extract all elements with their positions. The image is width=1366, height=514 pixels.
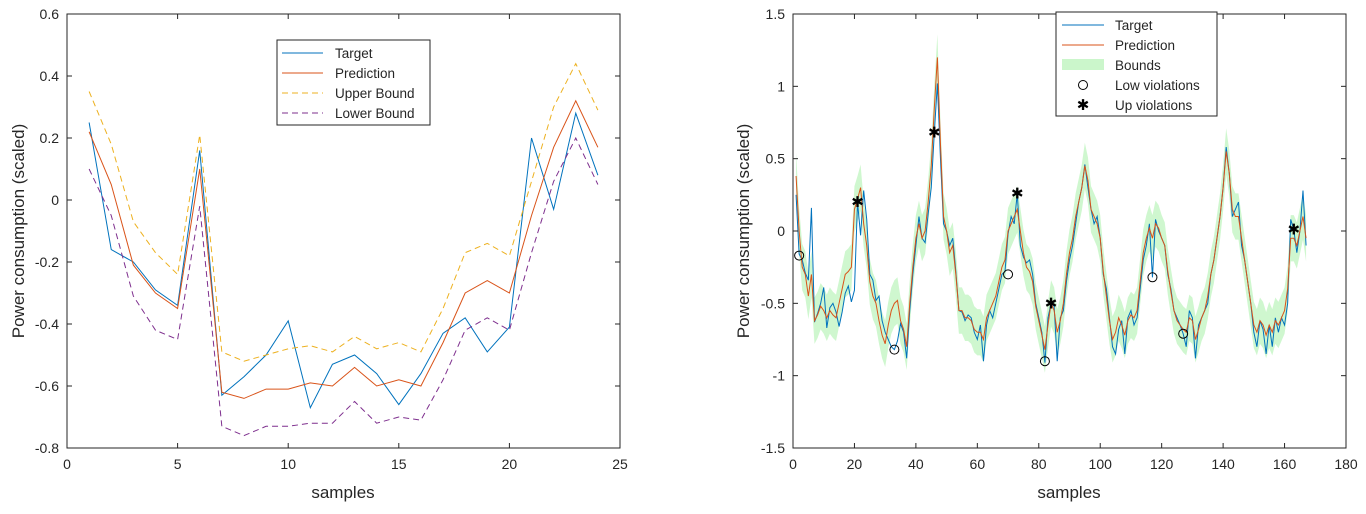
left-ytick-label: -0.2 [35, 254, 59, 270]
right-legend-target-label: Target [1115, 18, 1153, 33]
right-xtick-label: 60 [970, 456, 986, 472]
right-ytick-label: -0.5 [761, 295, 785, 311]
left-series-prediction [88, 99, 599, 399]
right-legend-up-violations-label: Up violations [1115, 98, 1193, 113]
low-violation-marker [794, 250, 805, 261]
right-legend-bounds-label: Bounds [1115, 58, 1161, 73]
left-ticks: 0 5 10 15 20 25 -0.8 -0.6 -0.4 -0.2 0 0.2 0.4 0.6 [35, 6, 628, 472]
right-chart: ✱ ✱ ✱ ✱ ✱ 0 20 40 60 80 100 120 140 160 180 -1.5 -1 -0.5… [734, 6, 1358, 502]
low-violation-marker [1003, 269, 1014, 280]
left-ytick-label: -0.4 [35, 316, 59, 332]
up-violation-marker: ✱ [1045, 295, 1058, 312]
low-violation-marker [1039, 356, 1050, 367]
left-ytick-label: -0.8 [35, 440, 59, 456]
left-y-axis-label: Power consumption (scaled) [9, 124, 28, 338]
right-x-axis-label: samples [1037, 483, 1100, 502]
right-ytick-label: 0.5 [766, 151, 786, 167]
left-legend-lower-label: Lower Bound [335, 106, 415, 121]
right-legend-low-violation-swatch [1078, 80, 1088, 90]
left-xtick-label: 20 [502, 456, 518, 472]
right-xtick-label: 180 [1334, 456, 1358, 472]
right-violation-markers: ✱ ✱ ✱ ✱ ✱ [794, 125, 1300, 367]
right-legend-up-violation-swatch: ✱ [1077, 97, 1090, 114]
right-legend: Target Prediction Bounds Low violations … [1055, 11, 1218, 117]
right-xtick-label: 20 [847, 456, 863, 472]
left-ytick-label: 0.2 [40, 130, 60, 146]
left-xtick-label: 5 [174, 456, 182, 472]
up-violation-marker: ✱ [1287, 222, 1300, 239]
up-violation-marker: ✱ [851, 194, 864, 211]
right-xtick-label: 80 [1031, 456, 1047, 472]
left-xtick-label: 0 [63, 456, 71, 472]
right-ytick-label: 0 [777, 223, 785, 239]
left-series-upper-bound [88, 62, 599, 362]
left-xtick-label: 25 [612, 456, 628, 472]
low-violation-marker [1147, 272, 1158, 283]
right-xtick-label: 0 [789, 456, 797, 472]
right-series [795, 57, 1307, 363]
right-legend-low-violations-label: Low violations [1115, 78, 1200, 93]
up-violation-marker: ✱ [1011, 185, 1024, 202]
right-ytick-label: 1.5 [766, 6, 786, 22]
right-ytick-label: -1 [773, 368, 786, 384]
right-xtick-label: 120 [1150, 456, 1174, 472]
right-xtick-label: 140 [1211, 456, 1235, 472]
right-xtick-label: 160 [1273, 456, 1297, 472]
left-ytick-label: 0 [51, 192, 59, 208]
right-series-prediction [795, 57, 1307, 350]
left-legend-box [276, 39, 431, 126]
left-series-lower-bound [88, 136, 599, 437]
left-ytick-label: 0.6 [40, 6, 60, 22]
left-legend: Target Prediction Upper Bound Lower Boun… [276, 39, 431, 126]
right-ytick-label: 1 [777, 78, 785, 94]
right-xtick-label: 40 [908, 456, 924, 472]
up-violation-marker: ✱ [928, 125, 941, 142]
right-legend-prediction-label: Prediction [1115, 38, 1175, 53]
left-ytick-label: 0.4 [40, 68, 60, 84]
right-legend-bounds-swatch [1062, 59, 1104, 70]
left-xtick-label: 10 [280, 456, 296, 472]
left-legend-upper-label: Upper Bound [335, 86, 415, 101]
right-ticks: 0 20 40 60 80 100 120 140 160 180 -1.5 -1 -0.5 0 0.5 1 1… [761, 6, 1358, 472]
right-y-axis-label: Power consumption (scaled) [734, 124, 753, 338]
low-violation-marker [1178, 328, 1189, 339]
right-ytick-label: -1.5 [761, 440, 785, 456]
left-series-target [88, 111, 599, 410]
right-xtick-label: 100 [1089, 456, 1113, 472]
left-series [88, 62, 599, 437]
left-legend-prediction-label: Prediction [335, 66, 395, 81]
left-ytick-label: -0.6 [35, 378, 59, 394]
left-xtick-label: 15 [391, 456, 407, 472]
low-violation-marker [889, 344, 900, 355]
left-legend-target-label: Target [335, 46, 373, 61]
left-x-axis-label: samples [311, 483, 374, 502]
left-chart: 0 5 10 15 20 25 -0.8 -0.6 -0.4 -0.2 0 0.2 0.4 0.6 sam… [9, 6, 628, 502]
